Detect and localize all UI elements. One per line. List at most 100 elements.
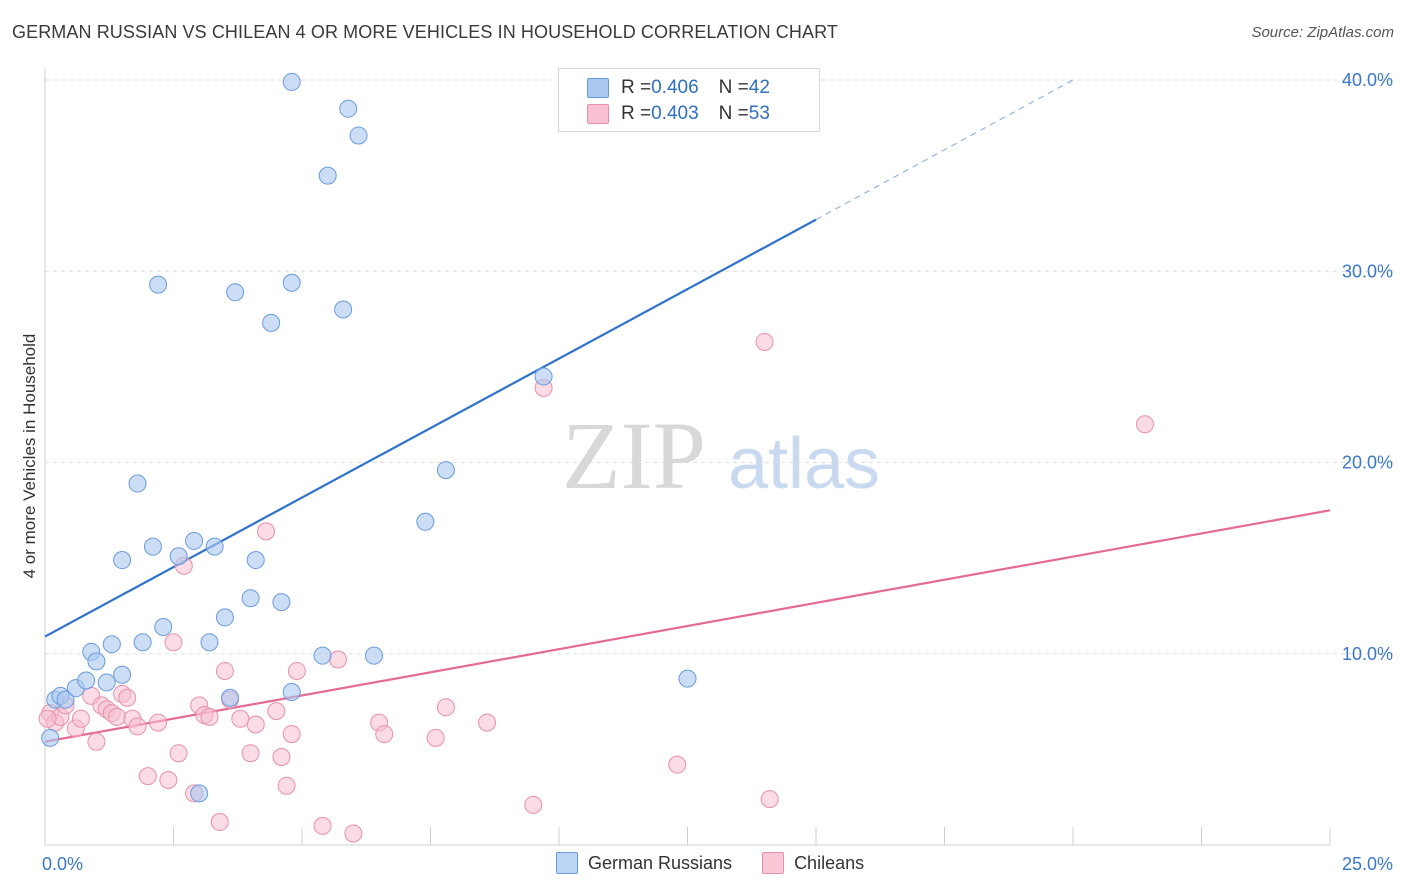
data-point-chileans	[436, 698, 455, 717]
data-point-chileans	[231, 709, 250, 728]
data-point-chileans	[38, 709, 57, 728]
data-point-german-russians	[113, 551, 132, 570]
data-point-chileans	[149, 713, 168, 732]
data-point-german-russians	[334, 300, 353, 319]
data-point-german-russians	[272, 593, 291, 612]
data-point-german-russians	[349, 126, 368, 145]
data-point-german-russians	[282, 683, 301, 701]
data-point-chileans	[215, 661, 234, 680]
y-tick-label: 20.0%	[1342, 453, 1393, 473]
data-point-german-russians	[318, 166, 337, 185]
legend-swatch-blue	[587, 78, 609, 98]
data-point-german-russians	[113, 665, 132, 684]
legend-n-label: N =	[718, 77, 749, 98]
bottom-legend-label: German Russians	[588, 852, 733, 873]
data-point-german-russians	[221, 688, 240, 707]
data-point-german-russians	[41, 728, 60, 747]
data-point-german-russians	[56, 690, 75, 709]
data-point-german-russians	[169, 547, 188, 566]
legend-row-chileans: R = 0.403 N = 53	[587, 101, 770, 127]
data-point-german-russians	[102, 635, 121, 654]
data-point-chileans	[200, 707, 219, 726]
data-point-chileans	[277, 776, 296, 795]
data-point-chileans	[87, 732, 106, 751]
data-point-chileans	[426, 728, 445, 747]
legend-swatch-pink	[587, 104, 609, 124]
data-point-chileans	[241, 744, 260, 763]
watermark-zip: ZIP	[562, 402, 706, 509]
data-point-german-russians	[77, 671, 96, 690]
data-point-chileans	[755, 333, 774, 352]
data-point-german-russians	[215, 608, 234, 627]
x-tick-label: 25.0%	[1342, 854, 1393, 874]
data-point-chileans	[210, 813, 229, 832]
grid-lines	[45, 79, 1395, 655]
data-point-chileans	[344, 824, 363, 843]
data-point-german-russians	[154, 617, 173, 636]
data-point-german-russians	[149, 275, 168, 294]
legend-n-value: 42	[748, 77, 770, 98]
trend-line-german-russians-extension	[815, 79, 1074, 221]
data-point-chileans	[164, 633, 183, 652]
legend-r-value: 0.403	[651, 103, 699, 124]
data-point-chileans	[267, 702, 286, 721]
data-point-german-russians	[313, 646, 332, 665]
legend-r-value: 0.406	[651, 77, 699, 98]
data-point-chileans	[282, 725, 301, 744]
data-point-german-russians	[436, 461, 455, 480]
data-point-german-russians	[200, 633, 219, 652]
bottom-legend-swatch-pink	[762, 852, 785, 874]
data-point-chileans	[118, 688, 137, 707]
data-point-chileans	[107, 707, 126, 726]
data-point-german-russians	[143, 537, 162, 556]
data-point-german-russians	[678, 669, 697, 688]
data-point-chileans	[375, 725, 394, 744]
legend-row-german-russians: R = 0.406 N = 42	[587, 75, 770, 101]
data-point-chileans	[313, 816, 332, 835]
data-point-german-russians	[282, 72, 301, 91]
legend-n-label: N =	[718, 103, 749, 124]
german-russians-points	[41, 72, 697, 803]
bottom-legend-label: Chileans	[794, 852, 865, 873]
data-point-chileans	[328, 650, 347, 669]
trend-line-german-russians	[44, 218, 817, 638]
data-point-german-russians	[364, 646, 383, 665]
data-point-chileans	[169, 744, 188, 763]
data-point-german-russians	[133, 633, 152, 652]
data-point-german-russians	[128, 474, 147, 493]
tick-labels: 10.0% 20.0% 30.0% 40.0% 0.0% 25.0%	[42, 70, 1393, 874]
data-point-german-russians	[87, 652, 106, 671]
trend-line-chileans	[44, 509, 1331, 743]
data-point-german-russians	[416, 512, 435, 531]
data-point-german-russians	[262, 313, 281, 332]
data-point-german-russians	[185, 531, 204, 550]
data-point-chileans	[478, 713, 497, 732]
data-point-chileans	[71, 709, 90, 728]
data-point-chileans	[668, 755, 687, 774]
y-tick-label: 30.0%	[1342, 261, 1393, 281]
bottom-legend-swatch-blue	[556, 852, 578, 874]
data-point-german-russians	[534, 367, 553, 386]
bottom-legend-chileans: Chileans	[762, 852, 864, 874]
data-point-chileans	[272, 748, 291, 767]
chileans-points	[38, 333, 1154, 843]
data-point-german-russians	[282, 273, 301, 292]
legend-r-label: R =	[621, 77, 652, 98]
chart-source: Source: ZipAtlas.com	[1251, 24, 1394, 41]
data-point-german-russians	[339, 99, 358, 118]
watermark: ZIP atlas	[562, 402, 880, 509]
watermark-atlas: atlas	[728, 424, 880, 504]
data-point-chileans	[524, 795, 543, 814]
data-point-chileans	[159, 770, 178, 789]
data-point-chileans	[246, 715, 265, 734]
y-tick-label: 10.0%	[1342, 644, 1393, 664]
x-tick-label: 0.0%	[42, 854, 83, 874]
legend-r-label: R =	[621, 103, 652, 124]
chart-title: GERMAN RUSSIAN VS CHILEAN 4 OR MORE VEHI…	[12, 22, 838, 42]
bottom-legend-german-russians: German Russians	[556, 852, 732, 874]
data-point-chileans	[287, 661, 306, 680]
data-point-german-russians	[246, 551, 265, 570]
y-tick-label: 40.0%	[1342, 70, 1393, 90]
data-point-german-russians	[190, 784, 209, 803]
